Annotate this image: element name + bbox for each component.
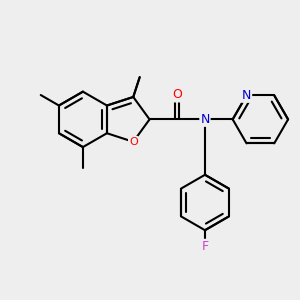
Text: N: N <box>242 89 251 102</box>
Text: F: F <box>201 240 208 253</box>
Text: O: O <box>129 137 138 147</box>
Text: N: N <box>200 113 210 126</box>
Text: O: O <box>172 88 182 101</box>
